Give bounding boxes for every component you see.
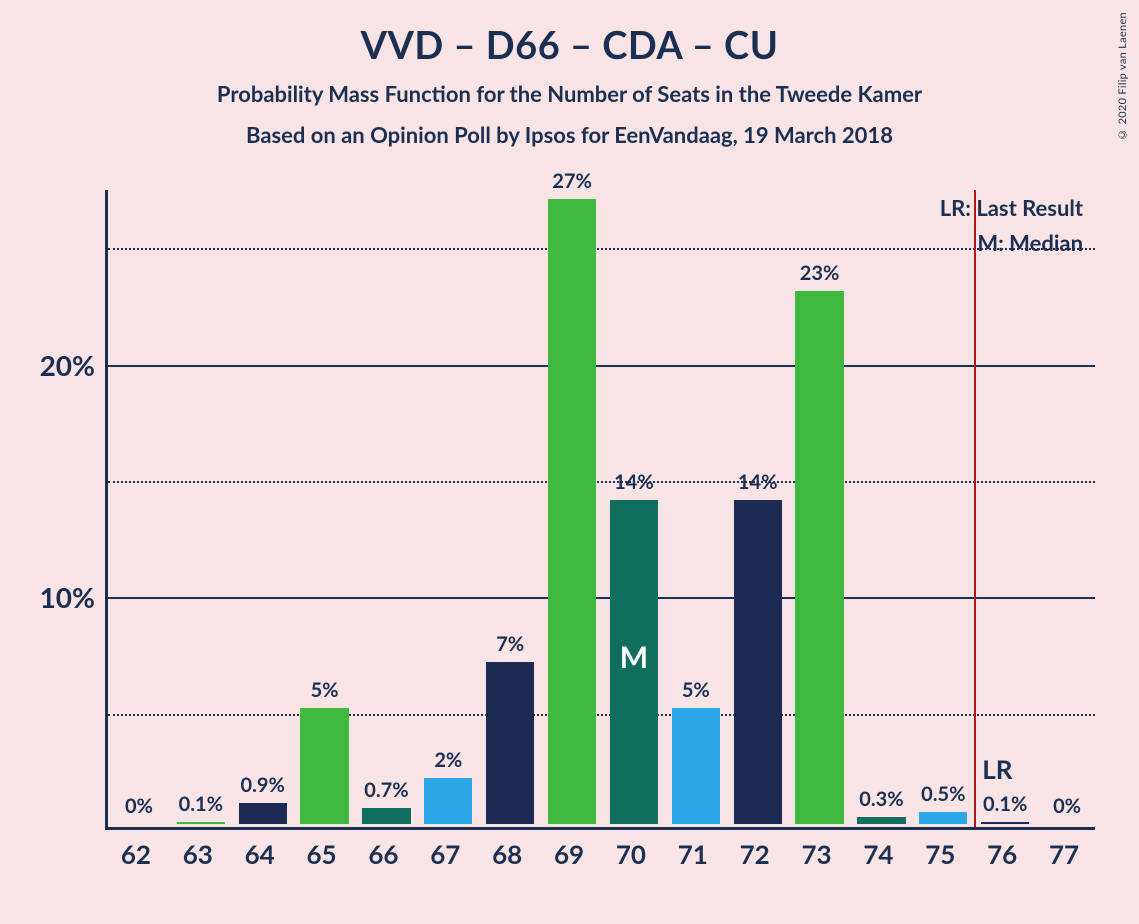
last-result-label: LR bbox=[982, 753, 1012, 785]
bar-value-label: 23% bbox=[780, 261, 860, 285]
bar bbox=[919, 812, 967, 824]
x-tick-label: 77 bbox=[1049, 838, 1079, 870]
x-tick-label: 63 bbox=[183, 838, 213, 870]
bar bbox=[672, 708, 720, 824]
chart-subtitle-2: Based on an Opinion Poll by Ipsos for Ee… bbox=[0, 121, 1139, 148]
x-tick-label: 69 bbox=[554, 838, 584, 870]
bar-value-label: 0.7% bbox=[346, 778, 426, 802]
bar bbox=[362, 808, 410, 824]
x-tick-label: 70 bbox=[616, 838, 646, 870]
bar-value-label: 14% bbox=[594, 470, 674, 494]
chart-title: VVD – D66 – CDA – CU bbox=[0, 22, 1139, 68]
x-tick-label: 73 bbox=[801, 838, 831, 870]
median-label: M bbox=[620, 639, 648, 675]
y-tick-label: 10% bbox=[40, 580, 95, 614]
bar bbox=[177, 822, 225, 824]
x-tick-label: 75 bbox=[925, 838, 955, 870]
bar-value-label: 5% bbox=[285, 678, 365, 702]
x-tick-label: 68 bbox=[492, 838, 522, 870]
chart-titles: VVD – D66 – CDA – CU Probability Mass Fu… bbox=[0, 0, 1139, 148]
bar bbox=[795, 291, 843, 824]
x-tick-label: 65 bbox=[306, 838, 336, 870]
bar bbox=[239, 803, 287, 824]
bar-value-label: 27% bbox=[532, 169, 612, 193]
bar-value-label: 5% bbox=[656, 678, 736, 702]
x-tick-label: 72 bbox=[740, 838, 770, 870]
chart-subtitle-1: Probability Mass Function for the Number… bbox=[0, 80, 1139, 107]
bar-value-label: 2% bbox=[408, 748, 488, 772]
x-tick-label: 67 bbox=[430, 838, 460, 870]
bar bbox=[857, 817, 905, 824]
x-tick-label: 71 bbox=[678, 838, 708, 870]
bar bbox=[486, 662, 534, 824]
bar bbox=[424, 778, 472, 824]
plot-area: LR: Last Result M: Median 0%0.1%0.9%5%0.… bbox=[105, 190, 1095, 830]
y-tick-label: 20% bbox=[40, 348, 95, 382]
x-tick-label: 62 bbox=[121, 838, 151, 870]
copyright-text: © 2020 Filip van Laenen bbox=[1116, 12, 1129, 141]
x-tick-label: 66 bbox=[368, 838, 398, 870]
bar-value-label: 14% bbox=[718, 470, 798, 494]
x-tick-label: 76 bbox=[987, 838, 1017, 870]
bar bbox=[300, 708, 348, 824]
bars-container: 0%0.1%0.9%5%0.7%2%7%27%14%5%14%23%0.3%0.… bbox=[108, 187, 1098, 824]
bar-value-label: 0% bbox=[1027, 794, 1107, 818]
bar bbox=[548, 199, 596, 824]
bar-value-label: 0.9% bbox=[223, 773, 303, 797]
chart-area: LR: Last Result M: Median 0%0.1%0.9%5%0.… bbox=[105, 190, 1095, 830]
bar bbox=[981, 822, 1029, 824]
bar bbox=[734, 500, 782, 824]
x-tick-label: 64 bbox=[245, 838, 275, 870]
x-tick-label: 74 bbox=[863, 838, 893, 870]
bar-value-label: 7% bbox=[470, 632, 550, 656]
